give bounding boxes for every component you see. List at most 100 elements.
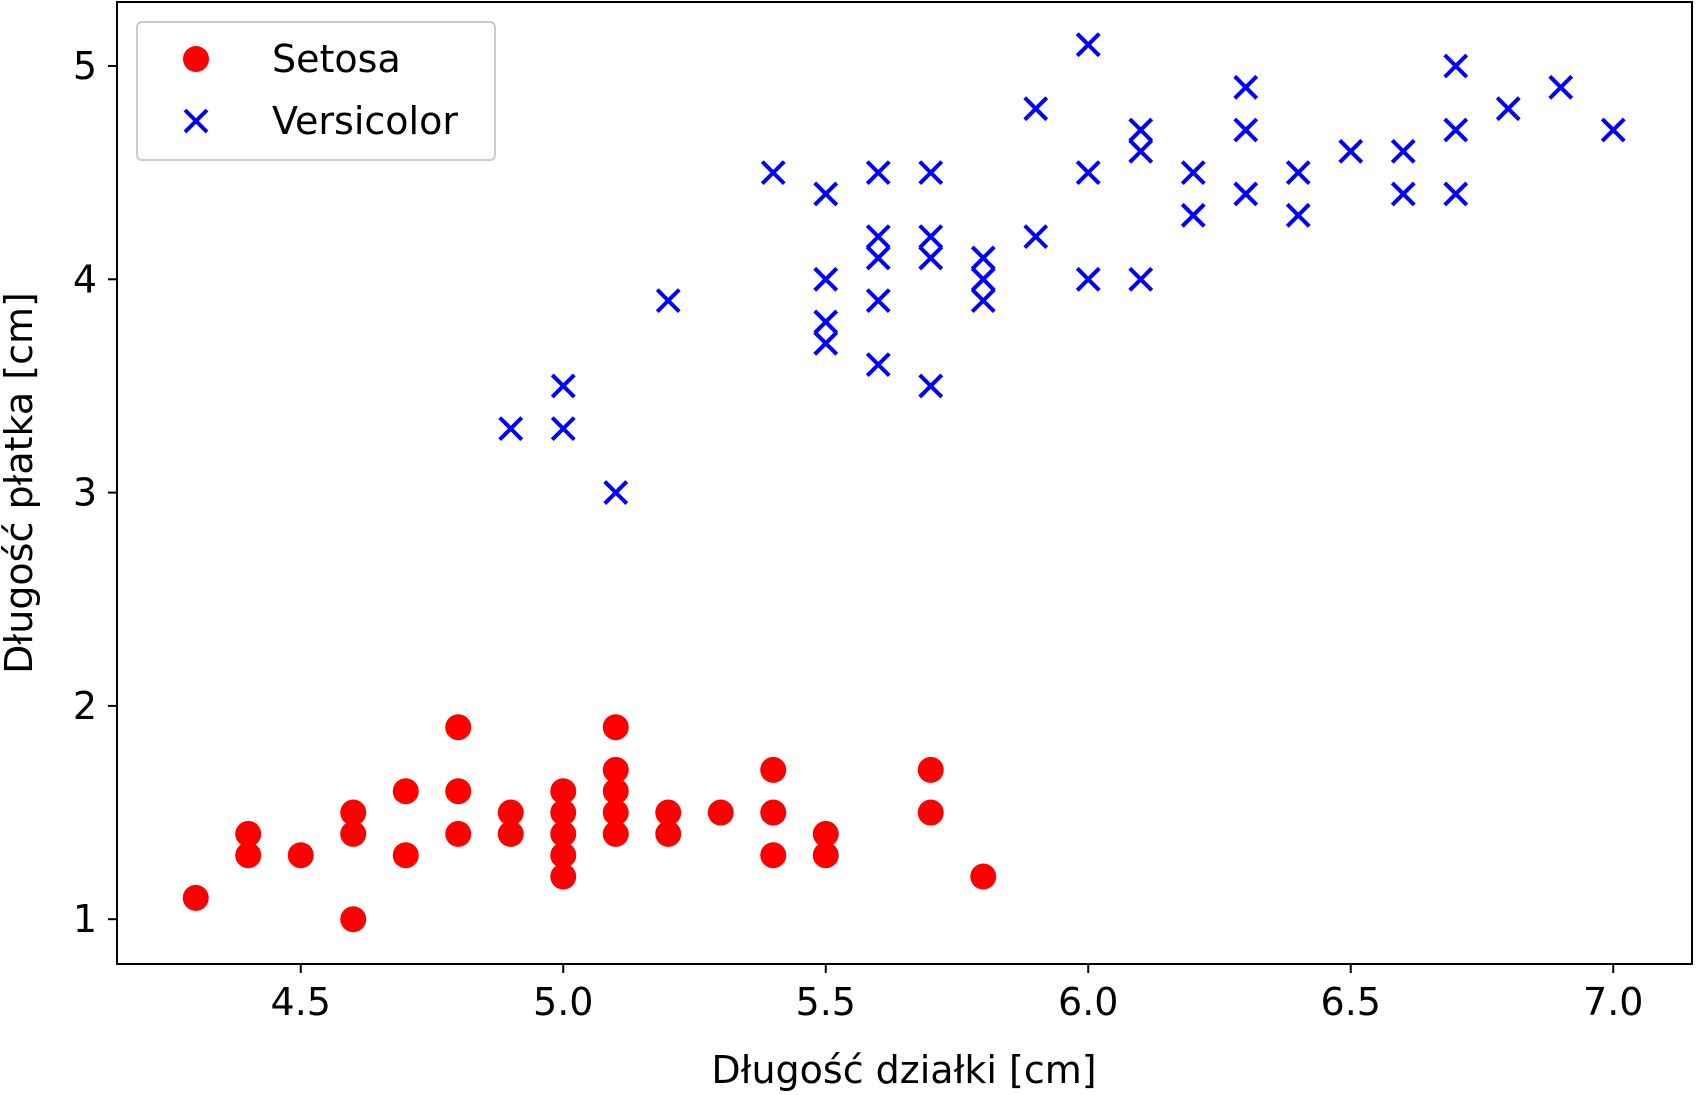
x-tick-label: 6.5 xyxy=(1321,980,1381,1024)
data-point-setosa xyxy=(445,820,472,847)
data-point-versicolor xyxy=(1443,117,1469,143)
data-point-versicolor xyxy=(1233,117,1259,143)
x-axis-label: Długość działki [cm] xyxy=(711,1048,1096,1092)
data-point-versicolor xyxy=(498,416,524,442)
data-point-versicolor xyxy=(813,181,839,207)
data-point-setosa xyxy=(287,842,314,869)
data-point-setosa xyxy=(812,842,839,869)
y-tick-label: 3 xyxy=(73,471,97,515)
x-tick-label: 7.0 xyxy=(1583,980,1643,1024)
data-point-setosa xyxy=(655,799,682,826)
x-axis: 4.5 5.0 5.5 6.0 6.5 7.0 xyxy=(271,964,1643,1024)
data-point-setosa xyxy=(340,799,367,826)
data-point-setosa xyxy=(602,799,629,826)
data-point-setosa xyxy=(602,756,629,783)
data-point-setosa xyxy=(812,820,839,847)
data-point-versicolor xyxy=(865,160,891,186)
data-point-versicolor xyxy=(970,288,996,314)
data-point-versicolor xyxy=(1023,224,1049,250)
data-point-setosa xyxy=(655,820,682,847)
data-point-setosa xyxy=(497,820,524,847)
y-axis: 1 2 3 4 5 xyxy=(73,44,117,941)
data-point-setosa xyxy=(917,756,944,783)
data-point-setosa xyxy=(602,778,629,805)
legend-marker-setosa xyxy=(183,46,209,72)
data-point-versicolor xyxy=(970,245,996,271)
series-setosa xyxy=(182,714,997,933)
y-tick-label: 4 xyxy=(73,257,97,301)
data-point-versicolor xyxy=(655,288,681,314)
data-point-versicolor xyxy=(1233,181,1259,207)
data-point-setosa xyxy=(445,714,472,741)
data-point-setosa xyxy=(340,820,367,847)
data-point-versicolor xyxy=(1548,74,1574,100)
data-point-setosa xyxy=(707,799,734,826)
data-point-versicolor xyxy=(1443,181,1469,207)
data-point-setosa xyxy=(550,820,577,847)
data-point-setosa xyxy=(917,799,944,826)
legend-label-versicolor: Versicolor xyxy=(272,99,458,143)
series-versicolor xyxy=(498,32,1626,506)
data-point-versicolor xyxy=(865,352,891,378)
plot-frame xyxy=(116,1,1693,965)
data-point-setosa xyxy=(392,778,419,805)
data-point-versicolor xyxy=(1443,53,1469,79)
y-tick-label: 2 xyxy=(73,684,97,728)
legend: Setosa Versicolor xyxy=(136,21,496,161)
data-point-versicolor xyxy=(918,160,944,186)
x-tick-label: 6.0 xyxy=(1058,980,1118,1024)
data-point-versicolor xyxy=(1180,160,1206,186)
data-point-versicolor xyxy=(1600,117,1626,143)
x-tick-label: 4.5 xyxy=(271,980,331,1024)
data-point-versicolor xyxy=(1128,138,1154,164)
data-point-setosa xyxy=(550,863,577,890)
data-point-versicolor xyxy=(1338,138,1364,164)
x-tick-label: 5.5 xyxy=(796,980,856,1024)
y-tick-label: 5 xyxy=(73,44,97,88)
data-point-versicolor xyxy=(1233,74,1259,100)
data-point-versicolor xyxy=(918,224,944,250)
data-point-versicolor xyxy=(603,480,629,506)
data-point-setosa xyxy=(760,799,787,826)
legend-label-setosa: Setosa xyxy=(272,37,401,81)
data-point-versicolor xyxy=(760,160,786,186)
data-point-versicolor xyxy=(1390,138,1416,164)
data-point-setosa xyxy=(550,778,577,805)
data-point-setosa xyxy=(760,842,787,869)
data-point-versicolor xyxy=(813,266,839,292)
data-point-setosa xyxy=(340,906,367,933)
data-point-versicolor xyxy=(918,373,944,399)
data-point-versicolor xyxy=(1075,266,1101,292)
data-point-setosa xyxy=(550,842,577,869)
data-point-setosa xyxy=(235,842,262,869)
data-point-setosa xyxy=(760,756,787,783)
data-point-versicolor xyxy=(865,288,891,314)
data-point-setosa xyxy=(497,799,524,826)
data-point-versicolor xyxy=(1390,181,1416,207)
plot-marks xyxy=(182,32,1626,933)
data-point-setosa xyxy=(235,820,262,847)
data-point-setosa xyxy=(602,820,629,847)
data-point-versicolor xyxy=(865,245,891,271)
data-point-versicolor xyxy=(1285,202,1311,228)
data-point-versicolor xyxy=(550,373,576,399)
data-point-versicolor xyxy=(1285,160,1311,186)
x-tick-label: 5.0 xyxy=(533,980,593,1024)
data-point-versicolor xyxy=(813,309,839,335)
data-point-setosa xyxy=(602,714,629,741)
legend-marker-versicolor xyxy=(183,108,209,134)
data-point-versicolor xyxy=(1023,96,1049,122)
data-point-versicolor xyxy=(1128,117,1154,143)
data-point-versicolor xyxy=(918,245,944,271)
y-axis-label: Długość płatka [cm] xyxy=(0,292,41,674)
data-point-versicolor xyxy=(1180,202,1206,228)
data-point-setosa xyxy=(392,842,419,869)
data-point-versicolor xyxy=(550,416,576,442)
data-point-versicolor xyxy=(1075,160,1101,186)
data-point-versicolor xyxy=(1128,266,1154,292)
data-point-versicolor xyxy=(1495,96,1521,122)
data-point-setosa xyxy=(550,799,577,826)
data-point-versicolor xyxy=(813,330,839,356)
